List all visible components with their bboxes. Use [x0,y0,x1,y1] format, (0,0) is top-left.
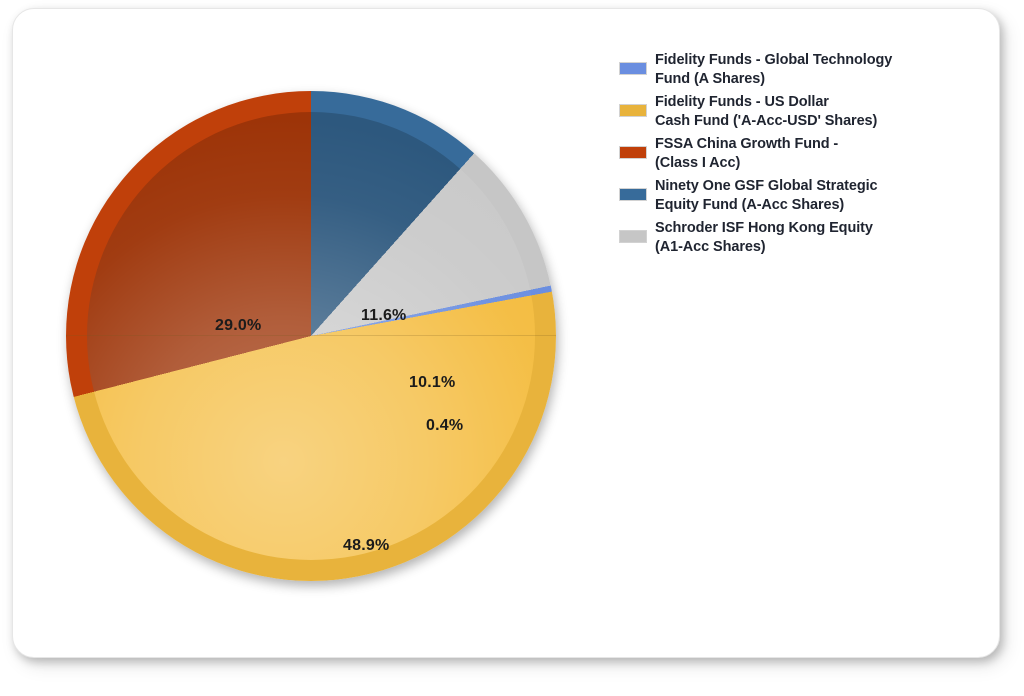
slice-label-steel-blue: 11.6% [361,307,407,324]
pie-chart[interactable]: 11.6% 29.0% 10.1% 0.4% 48.9% [66,91,572,597]
legend-label-line-1: Fidelity Funds - Global Technology [655,52,893,68]
slice-label-blue-thin: 0.4% [426,417,464,434]
legend-label-line-1: Ninety One GSF Global Strategic [655,178,878,194]
legend-swatch-icon [619,146,647,159]
chart-legend: Fidelity Funds - Global Technology Fund … [619,49,979,259]
legend-label-line-2: Equity Fund (A-Acc Shares) [655,197,845,213]
legend-label-line-2: (A1-Acc Shares) [655,239,766,255]
legend-item-label: Fidelity Funds - US Dollar Cash Fund ('A… [655,91,877,131]
legend-swatch-icon [619,104,647,117]
slice-label-gray: 10.1% [409,374,456,391]
legend-item[interactable]: Ninety One GSF Global Strategic Equity F… [619,175,979,215]
legend-label-line-2: (Class I Acc) [655,155,741,171]
legend-swatch-icon [619,62,647,75]
legend-label-line-1: FSSA China Growth Fund - [655,136,839,152]
legend-item-label: Fidelity Funds - Global Technology Fund … [655,49,892,89]
legend-item[interactable]: Fidelity Funds - Global Technology Fund … [619,49,979,89]
legend-item[interactable]: FSSA China Growth Fund - (Class I Acc) [619,133,979,173]
slice-label-red: 29.0% [215,317,262,334]
slice-label-amber: 48.9% [343,537,390,554]
legend-item-label: Ninety One GSF Global Strategic Equity F… [655,175,878,215]
legend-label-line-2: Cash Fund ('A-Acc-USD' Shares) [655,113,878,129]
legend-swatch-icon [619,230,647,243]
legend-item[interactable]: Schroder ISF Hong Kong Equity (A1-Acc Sh… [619,217,979,257]
legend-label-line-2: Fund (A Shares) [655,71,765,87]
pie-inner-disc [87,112,535,560]
legend-item-label: Schroder ISF Hong Kong Equity (A1-Acc Sh… [655,217,873,257]
legend-label-line-1: Fidelity Funds - US Dollar [655,94,829,110]
chart-card-panel: 11.6% 29.0% 10.1% 0.4% 48.9% Fidelity Fu… [12,8,1000,658]
legend-item-label: FSSA China Growth Fund - (Class I Acc) [655,133,838,173]
legend-item[interactable]: Fidelity Funds - US Dollar Cash Fund ('A… [619,91,979,131]
legend-label-line-1: Schroder ISF Hong Kong Equity [655,220,873,236]
legend-swatch-icon [619,188,647,201]
